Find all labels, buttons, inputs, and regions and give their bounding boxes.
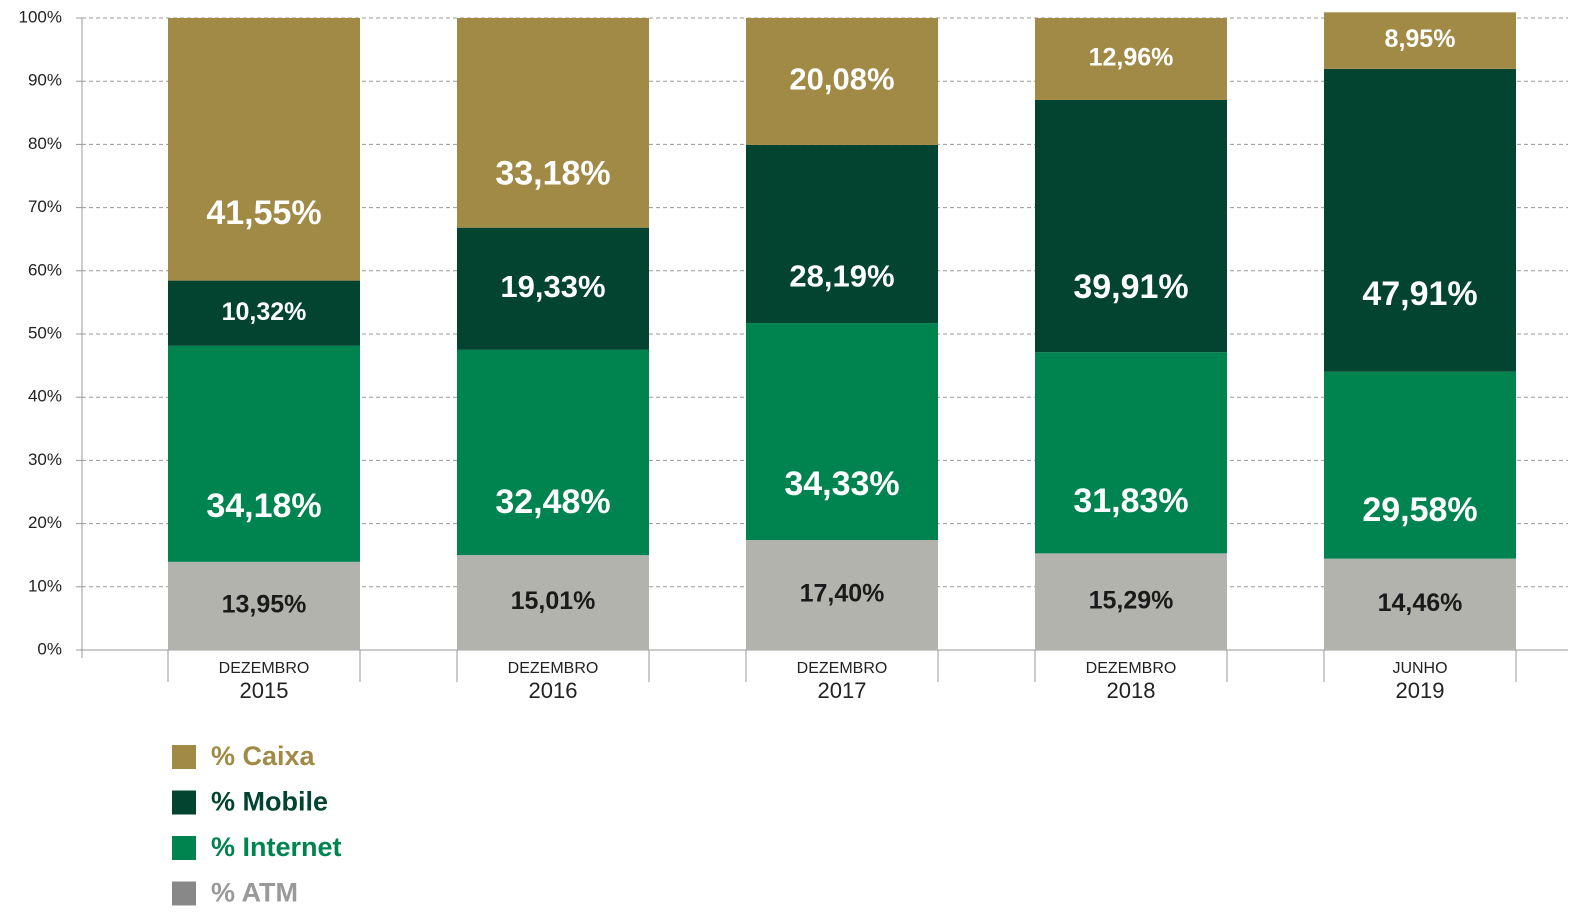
y-tick-label: 90% <box>28 71 62 90</box>
value-label: 17,40% <box>800 580 885 608</box>
x-tick-label: 2017 <box>818 678 867 703</box>
value-label: 41,55% <box>206 194 321 232</box>
x-tick-label: 2016 <box>529 678 578 703</box>
x-tick-label: 2018 <box>1107 678 1156 703</box>
bar-segment <box>746 540 938 650</box>
bar-segment <box>746 323 938 541</box>
value-label: 47,91% <box>1362 275 1477 313</box>
bar-segment <box>746 144 938 324</box>
value-label: 14,46% <box>1378 589 1463 617</box>
bar-segment <box>457 227 649 350</box>
value-label: 28,19% <box>789 259 894 294</box>
bar-segment <box>1035 99 1227 353</box>
bar-segment <box>746 18 938 145</box>
legend-swatch <box>172 881 196 906</box>
value-label: 33,18% <box>495 154 610 192</box>
bar-segment <box>1035 553 1227 650</box>
value-label: 15,29% <box>1089 586 1174 614</box>
value-label: 8,95% <box>1385 25 1456 53</box>
value-label: 34,33% <box>784 465 899 503</box>
value-label: 39,91% <box>1073 268 1188 306</box>
y-tick-label: 40% <box>28 387 62 406</box>
y-tick-label: 10% <box>28 576 62 595</box>
value-label: 10,32% <box>222 298 307 326</box>
bar-segment <box>168 561 360 650</box>
y-tick-label: 60% <box>28 260 62 279</box>
bar-segment <box>1324 68 1516 372</box>
bar-segment <box>168 345 360 562</box>
y-tick-label: 70% <box>28 197 62 216</box>
bar-segment <box>1035 352 1227 554</box>
x-tick-label: DEZEMBRO <box>508 660 599 677</box>
x-tick-label: DEZEMBRO <box>797 660 888 677</box>
legend-swatch <box>172 745 196 769</box>
legend-label: % Caixa <box>211 741 316 771</box>
y-tick-label: 0% <box>37 639 62 658</box>
bar-segment <box>1324 12 1516 69</box>
legend-label: % ATM <box>211 878 298 908</box>
x-tick-label: 2015 <box>240 678 289 703</box>
legend-swatch <box>172 790 196 815</box>
y-tick-label: 30% <box>28 450 62 469</box>
bar-segment <box>457 349 649 556</box>
x-tick-label: DEZEMBRO <box>219 660 310 677</box>
value-label: 15,01% <box>511 587 596 615</box>
bar-segment <box>457 18 649 228</box>
x-tick-label: DEZEMBRO <box>1086 660 1177 677</box>
value-label: 34,18% <box>206 487 321 525</box>
bar-segment <box>168 280 360 346</box>
legend-label: % Mobile <box>211 787 328 817</box>
value-label: 32,48% <box>495 483 610 521</box>
value-label: 29,58% <box>1362 491 1477 529</box>
value-label: 19,33% <box>500 269 605 304</box>
legend-label: % Internet <box>211 832 342 862</box>
value-label: 12,96% <box>1089 44 1174 72</box>
bar-segment <box>168 18 360 281</box>
y-tick-label: 100% <box>19 7 62 26</box>
y-tick-label: 80% <box>28 134 62 153</box>
x-tick-label: 2019 <box>1396 678 1445 703</box>
bar-segment <box>1324 371 1516 559</box>
value-label: 13,95% <box>222 591 307 619</box>
legend-swatch <box>172 836 196 860</box>
bar-segment <box>1324 558 1516 650</box>
value-label: 31,83% <box>1073 482 1188 520</box>
y-tick-label: 50% <box>28 323 62 342</box>
bar-segment <box>457 555 649 650</box>
y-tick-label: 20% <box>28 513 62 532</box>
x-tick-label: JUNHO <box>1392 660 1447 677</box>
bar-segment <box>1035 18 1227 100</box>
value-label: 20,08% <box>789 62 894 97</box>
